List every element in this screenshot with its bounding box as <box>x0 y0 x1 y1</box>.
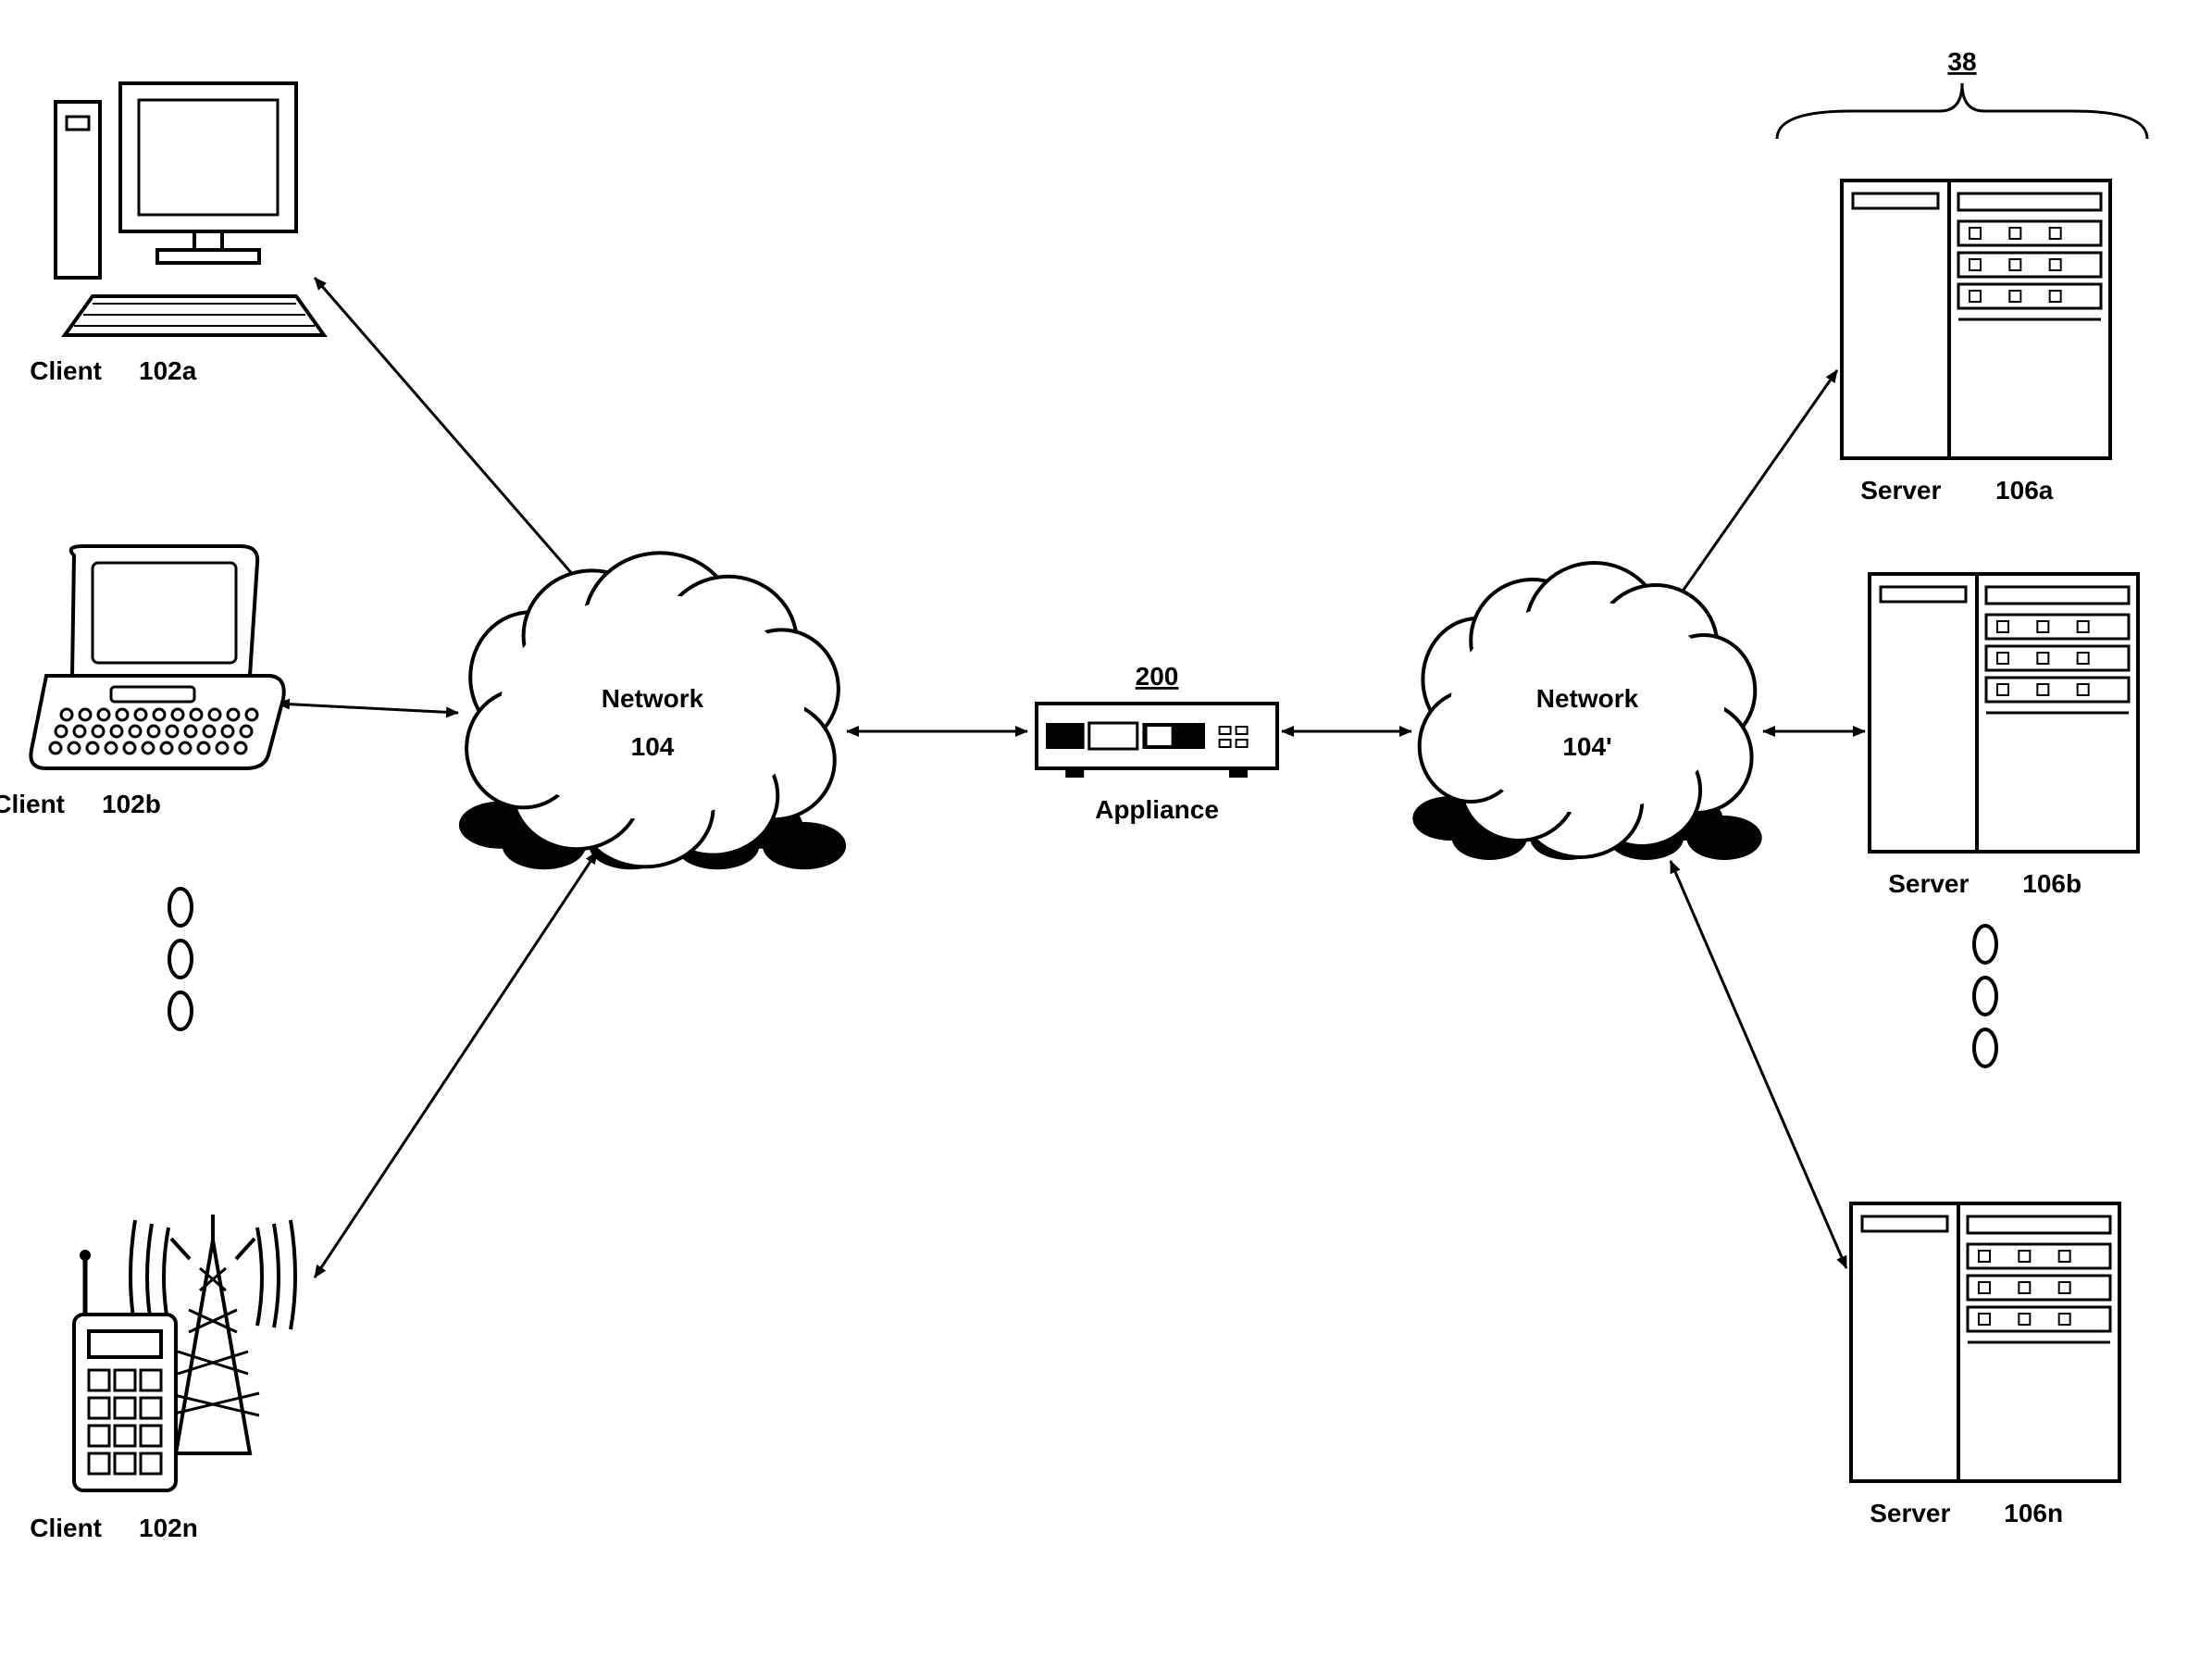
svg-text:Server: Server <box>1888 869 1969 898</box>
svg-text:106b: 106b <box>2022 869 2082 898</box>
client-laptop: Client 102b <box>0 546 284 818</box>
svg-text:Network: Network <box>602 684 704 713</box>
server: Server 106n <box>1851 1203 2119 1527</box>
svg-text:Server: Server <box>1860 476 1941 505</box>
server: Server 106b <box>1870 574 2138 898</box>
svg-text:106a: 106a <box>1995 476 2054 505</box>
server-farm-brace: 38 <box>1777 47 2147 139</box>
client-desktop: Client 102a <box>30 83 324 385</box>
svg-text:200: 200 <box>1136 662 1179 691</box>
server: Server 106a <box>1842 181 2110 505</box>
svg-text:102b: 102b <box>102 790 161 818</box>
cloud: Network 104 <box>459 553 846 869</box>
svg-text:102n: 102n <box>139 1514 198 1542</box>
svg-text:Client: Client <box>30 356 102 385</box>
ellipsis <box>1974 926 1996 1066</box>
cloud: Network 104' <box>1412 563 1761 860</box>
svg-text:104': 104' <box>1562 732 1611 761</box>
client-mobile: Client 102n <box>30 1215 295 1542</box>
svg-text:106n: 106n <box>2004 1499 2063 1527</box>
svg-text:38: 38 <box>1947 47 1976 76</box>
appliance: 200 Appliance <box>1037 662 1277 824</box>
svg-text:Client: Client <box>0 790 65 818</box>
ellipsis <box>169 889 192 1029</box>
svg-text:Network: Network <box>1536 684 1639 713</box>
svg-text:Server: Server <box>1870 1499 1950 1527</box>
svg-text:102a: 102a <box>139 356 197 385</box>
svg-text:Appliance: Appliance <box>1095 795 1219 824</box>
svg-text:104: 104 <box>631 732 675 761</box>
svg-text:Client: Client <box>30 1514 102 1542</box>
